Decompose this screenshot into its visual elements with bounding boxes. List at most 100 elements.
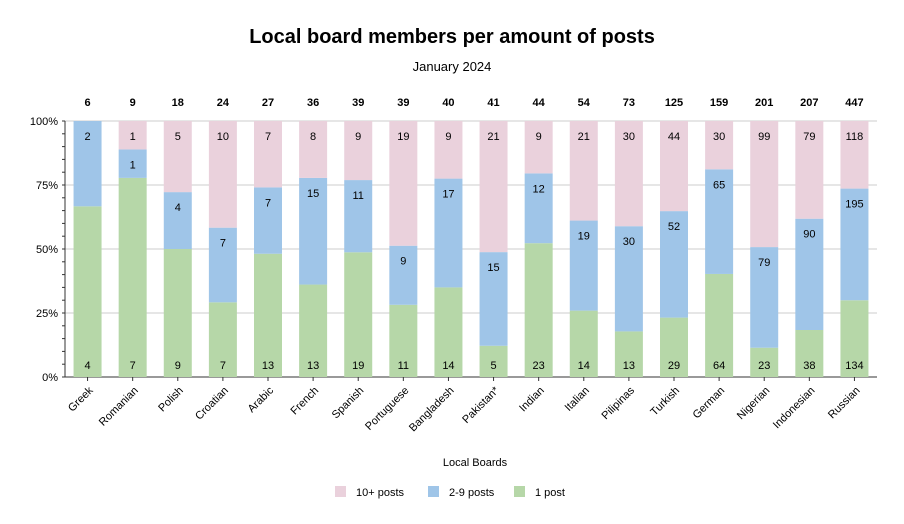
x-tick-label: Russian <box>826 385 863 422</box>
bar-segment <box>208 302 237 377</box>
x-tick-label: Indonesian <box>771 385 818 432</box>
bar-segment <box>118 121 147 150</box>
data-label: 30 <box>713 131 725 143</box>
bar-segment <box>840 300 869 377</box>
total-label: 39 <box>397 97 409 109</box>
x-tick-label: Italian <box>563 385 592 414</box>
bar-segment <box>389 245 418 305</box>
total-label: 40 <box>442 97 454 109</box>
data-label: 9 <box>536 131 542 143</box>
data-label: 12 <box>533 183 545 195</box>
bar-segment <box>795 218 824 331</box>
legend-label: 2-9 posts <box>449 487 495 499</box>
bar-segment <box>118 177 147 377</box>
data-label: 13 <box>262 360 274 372</box>
data-label: 1 <box>130 159 136 171</box>
bar-segment <box>705 169 734 274</box>
data-label: 15 <box>307 188 319 200</box>
data-label: 1 <box>130 131 136 143</box>
bar-segment <box>840 121 869 189</box>
bar-segment <box>660 317 688 377</box>
legend-swatch <box>335 486 346 497</box>
data-label: 99 <box>758 131 770 143</box>
x-tick-label: Polish <box>156 385 186 415</box>
data-label: 30 <box>623 131 635 143</box>
total-label: 207 <box>800 97 818 109</box>
bar-segment <box>750 121 779 248</box>
data-label: 2 <box>84 131 90 143</box>
total-label: 9 <box>130 97 136 109</box>
chart-subtitle: January 2024 <box>412 59 492 74</box>
chart-title: Local board members per amount of posts <box>249 26 655 48</box>
bar-segment <box>254 187 282 254</box>
bar-segment <box>795 121 824 219</box>
data-label: 4 <box>84 360 90 372</box>
bar-segment <box>614 226 643 332</box>
data-label: 7 <box>220 360 226 372</box>
bar-segment <box>434 178 463 288</box>
data-label: 90 <box>803 229 815 241</box>
data-label: 38 <box>803 360 815 372</box>
x-tick-label: Turkish <box>648 385 682 419</box>
data-label: 11 <box>353 190 364 202</box>
y-tick-label: 50% <box>36 244 58 256</box>
x-tick-label: Bangladesh <box>407 385 457 435</box>
data-label: 79 <box>758 257 770 269</box>
bar-segment <box>479 121 508 253</box>
bar-segment <box>750 347 779 377</box>
bar-segment <box>660 211 688 318</box>
data-label: 44 <box>668 131 680 143</box>
bar-segment <box>344 180 373 253</box>
bar-segment <box>163 121 192 193</box>
data-label: 9 <box>355 131 361 143</box>
bar-segment <box>299 177 328 285</box>
bar-segment <box>434 121 463 179</box>
bar-segment <box>254 121 282 188</box>
bar-segment <box>344 252 373 377</box>
x-tick-label: Indian <box>517 385 547 415</box>
y-tick-label: 100% <box>30 116 58 128</box>
data-label: 19 <box>397 131 409 143</box>
bar-segment <box>299 121 328 178</box>
total-label: 44 <box>533 97 546 109</box>
bar-segment <box>614 121 643 227</box>
data-label: 5 <box>175 131 181 143</box>
bar-segment <box>524 243 553 377</box>
data-label: 64 <box>713 360 725 372</box>
legend-swatch <box>514 486 525 497</box>
total-label: 201 <box>755 97 773 109</box>
total-label: 18 <box>172 97 184 109</box>
total-label: 125 <box>665 97 683 109</box>
x-axis-title: Local Boards <box>443 457 508 469</box>
x-tick-label: Spanish <box>330 385 367 422</box>
bar-segment <box>299 284 328 377</box>
data-label: 23 <box>533 360 545 372</box>
data-label: 14 <box>578 360 590 372</box>
data-label: 23 <box>758 360 770 372</box>
total-label: 54 <box>578 97 591 109</box>
bar-segment <box>660 121 688 212</box>
x-tick-label: Greek <box>66 384 96 414</box>
data-label: 9 <box>445 131 451 143</box>
data-label: 65 <box>713 179 725 191</box>
total-label: 41 <box>487 97 499 109</box>
data-label: 30 <box>623 236 635 248</box>
x-tick-label: Pilipinas <box>600 384 638 422</box>
bar-segment <box>208 121 237 228</box>
data-label: 7 <box>220 238 226 250</box>
data-label: 19 <box>578 231 590 243</box>
legend-swatch <box>428 486 439 497</box>
total-label: 36 <box>307 97 319 109</box>
data-label: 21 <box>487 131 499 143</box>
bar-segment <box>73 206 102 377</box>
x-tick-label: German <box>691 385 728 422</box>
data-label: 118 <box>846 131 864 143</box>
bar-segment <box>569 121 598 221</box>
data-label: 19 <box>352 360 364 372</box>
data-label: 15 <box>487 262 499 274</box>
total-label: 159 <box>710 97 728 109</box>
bar-segment <box>569 220 598 311</box>
bar-segment <box>254 253 282 377</box>
bar-segment <box>344 121 373 181</box>
